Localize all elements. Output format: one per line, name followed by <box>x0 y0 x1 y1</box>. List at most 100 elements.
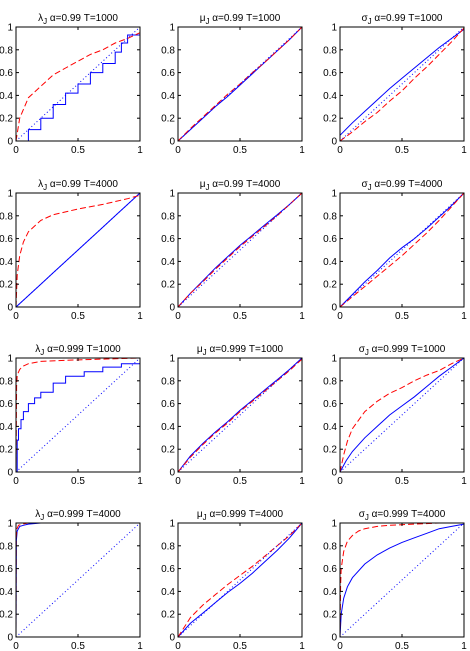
y-tick-label: 0.4 <box>161 91 175 102</box>
plot-title: λJ α=0.99 T=1000 <box>38 13 118 26</box>
y-tick-label: 0.4 <box>323 91 337 102</box>
reference-diagonal-line <box>177 522 303 638</box>
x-tick-label: 1 <box>299 641 305 651</box>
reference-diagonal-line <box>15 26 141 142</box>
x-tick-label: 0 <box>13 145 19 156</box>
plot-panel: λJ α=0.999 T=4000 0 0.2 0.4 0.6 0.8 1 0 0.5 1 <box>0 509 143 651</box>
y-tick-label: 0.4 <box>161 257 175 268</box>
reference-diagonal-line <box>339 192 465 308</box>
y-tick-label: 0.8 <box>323 376 337 387</box>
x-tick-label: 0.5 <box>71 311 85 322</box>
y-tick-label: 0.8 <box>161 45 175 56</box>
dashed-series-line <box>339 27 465 142</box>
solid-series-line <box>177 192 303 308</box>
y-tick-label: 0.6 <box>161 399 175 410</box>
y-tick-label: 0.6 <box>0 234 13 245</box>
y-tick-label: 1 <box>331 519 337 530</box>
x-tick-label: 0 <box>13 641 19 651</box>
solid-series-line <box>177 522 303 638</box>
y-tick-label: 0.6 <box>0 399 13 410</box>
plot-panel: σJ α=0.999 T=4000 0 0.2 0.4 0.6 0.8 1 0 0.5 1 <box>323 509 467 651</box>
plot-panel: λJ α=0.99 T=1000 0 0.2 0.4 0.6 0.8 1 0 0.5 1 <box>0 13 143 156</box>
y-tick-label: 0 <box>169 468 175 479</box>
y-tick-label: 0.2 <box>161 610 175 621</box>
x-tick-label: 0 <box>337 641 343 651</box>
plot-title: μJ α=0.99 T=4000 <box>200 179 281 192</box>
y-tick-label: 0.8 <box>0 541 13 552</box>
x-tick-label: 0.5 <box>233 145 247 156</box>
plot-title: σJ α=0.999 T=4000 <box>359 509 446 522</box>
y-tick-label: 1 <box>169 519 175 530</box>
dashed-series-line <box>339 357 465 473</box>
x-tick-label: 1 <box>299 476 305 487</box>
reference-diagonal-line <box>339 357 465 473</box>
y-tick-label: 0.6 <box>323 234 337 245</box>
x-tick-label: 0 <box>175 641 181 651</box>
x-tick-label: 1 <box>137 145 143 156</box>
y-tick-label: 1 <box>169 189 175 200</box>
y-tick-label: 0.4 <box>0 257 13 268</box>
y-tick-label: 0.8 <box>0 45 13 56</box>
x-tick-label: 0.5 <box>395 641 409 651</box>
y-tick-label: 0.6 <box>161 564 175 575</box>
x-tick-label: 1 <box>299 145 305 156</box>
plot-panel: λJ α=0.999 T=1000 0 0.2 0.4 0.6 0.8 1 0 0.5 1 <box>0 344 143 487</box>
y-tick-label: 0 <box>331 468 337 479</box>
y-tick-label: 1 <box>7 189 13 200</box>
y-tick-label: 0.4 <box>0 587 13 598</box>
plot-title: σJ α=0.99 T=4000 <box>361 179 442 192</box>
x-tick-label: 0 <box>337 476 343 487</box>
y-tick-label: 0 <box>169 137 175 148</box>
y-tick-label: 0 <box>7 303 13 314</box>
y-tick-label: 1 <box>331 189 337 200</box>
x-tick-label: 0.5 <box>395 145 409 156</box>
y-tick-label: 0.4 <box>0 422 13 433</box>
y-tick-label: 0.4 <box>161 422 175 433</box>
y-tick-label: 0.8 <box>323 211 337 222</box>
y-tick-label: 0 <box>7 633 13 644</box>
y-tick-label: 0.2 <box>323 280 337 291</box>
y-tick-label: 0.4 <box>323 587 337 598</box>
solid-series-line <box>177 357 303 473</box>
y-tick-label: 0.8 <box>0 211 13 222</box>
x-tick-label: 0 <box>175 311 181 322</box>
y-tick-label: 0.6 <box>323 399 337 410</box>
reference-diagonal-line <box>15 522 141 638</box>
plot-panel: σJ α=0.999 T=1000 0 0.2 0.4 0.6 0.8 1 0 0.5 1 <box>323 344 467 487</box>
solid-series-line <box>339 523 465 638</box>
y-tick-label: 0.6 <box>323 564 337 575</box>
y-tick-label: 0 <box>331 137 337 148</box>
solid-series-line <box>16 361 141 473</box>
solid-series-line <box>339 192 465 308</box>
plot-panel: μJ α=0.99 T=4000 0 0.2 0.4 0.6 0.8 1 0 0.5 1 <box>161 179 305 322</box>
y-tick-label: 1 <box>331 354 337 365</box>
y-tick-label: 0.2 <box>0 610 13 621</box>
y-tick-label: 0 <box>169 633 175 644</box>
y-tick-label: 0.4 <box>161 587 175 598</box>
y-tick-label: 0.2 <box>323 610 337 621</box>
y-tick-label: 0.2 <box>0 280 13 291</box>
y-tick-label: 0.2 <box>161 445 175 456</box>
y-tick-label: 1 <box>331 23 337 34</box>
x-tick-label: 1 <box>461 145 467 156</box>
y-tick-label: 0.8 <box>161 541 175 552</box>
plot-panel: σJ α=0.99 T=1000 0 0.2 0.4 0.6 0.8 1 0 0.5 1 <box>323 13 467 156</box>
x-tick-label: 1 <box>461 311 467 322</box>
y-tick-label: 0.2 <box>0 114 13 125</box>
x-tick-label: 1 <box>137 476 143 487</box>
y-tick-label: 1 <box>7 23 13 34</box>
y-tick-label: 1 <box>169 354 175 365</box>
plot-panel: σJ α=0.99 T=4000 0 0.2 0.4 0.6 0.8 1 0 0.5 1 <box>323 179 467 322</box>
reference-diagonal-line <box>177 357 303 473</box>
x-tick-label: 1 <box>137 641 143 651</box>
solid-series-line <box>339 28 465 136</box>
y-tick-label: 0.2 <box>0 445 13 456</box>
reference-diagonal-line <box>15 357 141 473</box>
y-tick-label: 0 <box>7 468 13 479</box>
y-tick-label: 0.6 <box>0 68 13 79</box>
plot-panel: μJ α=0.999 T=4000 0 0.2 0.4 0.6 0.8 1 0 0.5 1 <box>161 509 305 651</box>
y-tick-label: 0.8 <box>0 376 13 387</box>
x-tick-label: 1 <box>461 641 467 651</box>
y-tick-label: 0.2 <box>161 114 175 125</box>
